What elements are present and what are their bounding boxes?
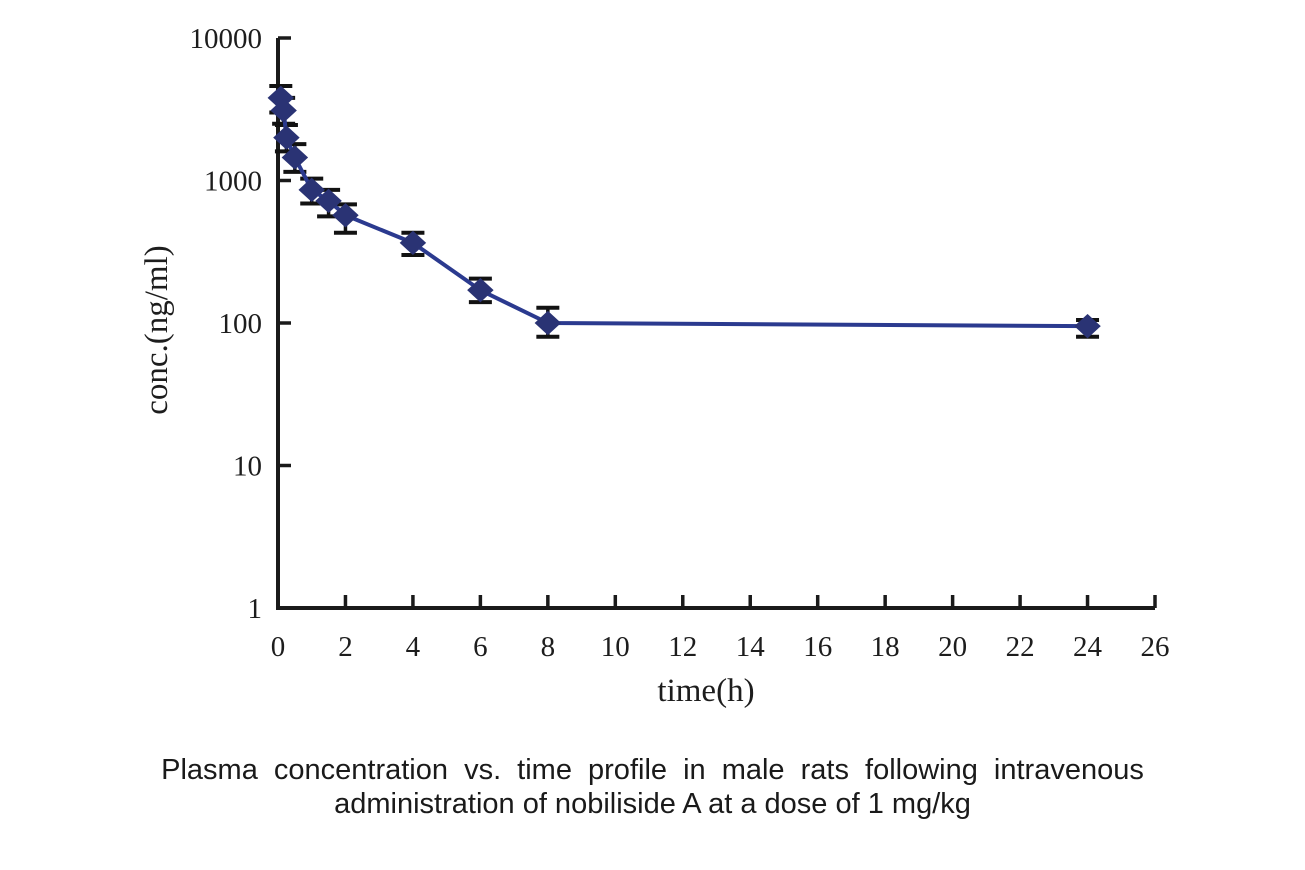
data-point-marker	[270, 98, 297, 123]
y-tick-label: 10	[233, 451, 262, 483]
x-tick-label: 12	[668, 631, 697, 663]
y-tick-label: 100	[219, 308, 263, 340]
data-point-marker	[534, 310, 562, 336]
x-tick-label: 0	[271, 631, 286, 663]
data-point-marker	[281, 145, 309, 170]
x-tick-label: 26	[1141, 631, 1170, 663]
data-point-marker	[399, 230, 427, 256]
y-tick-label: 1	[248, 593, 263, 625]
x-tick-label: 24	[1073, 631, 1103, 663]
x-tick-label: 18	[871, 631, 900, 663]
data-point-marker	[273, 125, 300, 150]
data-point-marker	[1074, 313, 1101, 339]
x-axis-title: time(h)	[657, 673, 754, 709]
x-tick-label: 20	[938, 631, 967, 663]
data-point-marker	[315, 188, 342, 214]
data-point-marker	[467, 277, 494, 303]
x-tick-label: 10	[601, 631, 630, 663]
x-tick-label: 16	[803, 631, 832, 663]
x-tick-label: 2	[338, 631, 353, 663]
x-tick-label: 4	[406, 631, 421, 663]
y-tick-label: 10000	[190, 23, 263, 55]
x-tick-label: 8	[541, 631, 556, 663]
y-tick-label: 1000	[204, 166, 262, 198]
data-point-marker	[298, 177, 325, 203]
series-line	[278, 95, 1090, 329]
caption-line-2: administration of nobiliside A at a dose…	[334, 788, 971, 820]
y-axis-title: conc.(ng/ml)	[139, 245, 175, 415]
figure-caption: Plasma concentration vs. time profile in…	[0, 753, 1305, 821]
x-tick-label: 14	[736, 631, 766, 663]
data-point-marker	[332, 203, 359, 228]
caption-line-1: Plasma concentration vs. time profile in…	[161, 754, 1144, 786]
x-tick-label: 22	[1006, 631, 1035, 663]
x-tick-label: 6	[473, 631, 488, 663]
